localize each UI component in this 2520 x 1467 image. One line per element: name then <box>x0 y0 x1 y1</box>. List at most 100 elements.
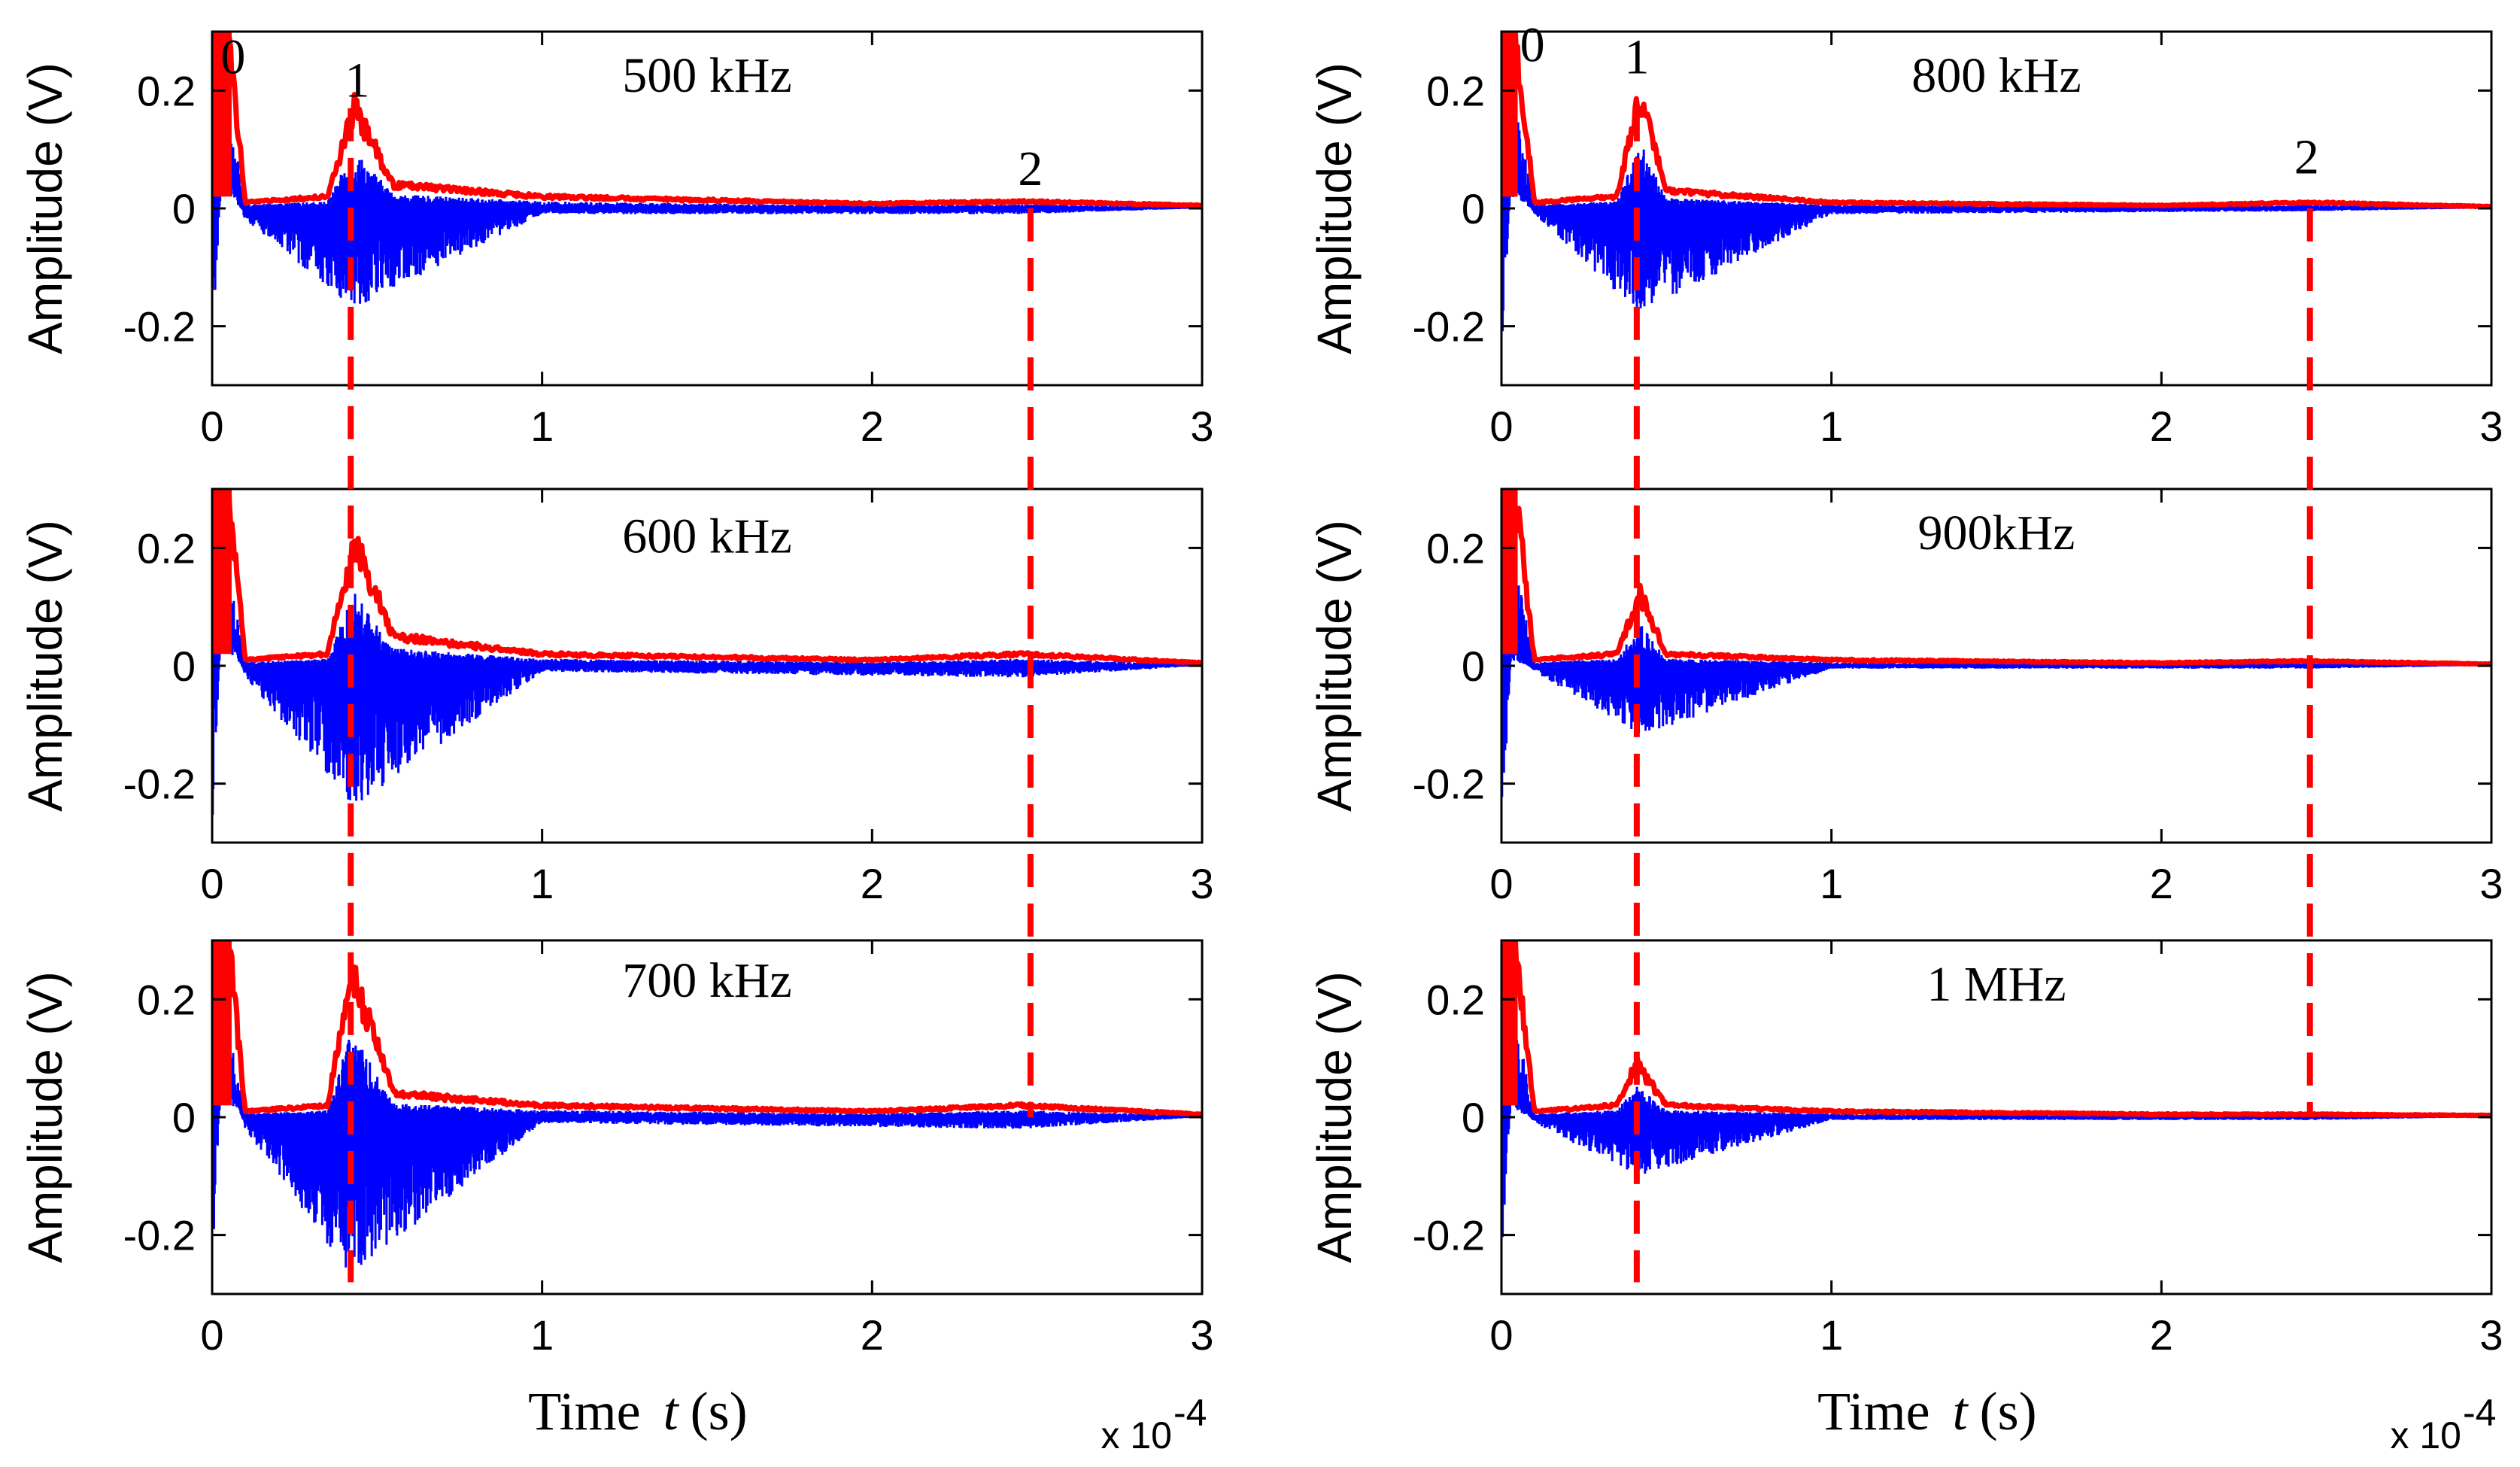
y-tick-label: 0.2 <box>137 524 196 572</box>
signal-series <box>212 104 1202 304</box>
y-tick-label: -0.2 <box>123 761 196 808</box>
y-tick-label: 0.2 <box>1426 976 1485 1023</box>
initial-burst-envelope <box>1501 32 1518 197</box>
x-tick-label: 0 <box>200 860 223 907</box>
x-tick-label: 0 <box>1489 402 1513 450</box>
y-axis-label: Amplitude (V) <box>1307 971 1362 1263</box>
x-axis-scale-factor: x 10 <box>2390 1414 2461 1456</box>
peak-1-annotation: 1 <box>345 53 370 108</box>
signal-series <box>1501 102 2491 332</box>
x-tick-label: 2 <box>861 860 884 907</box>
y-tick-label: 0.2 <box>1426 524 1485 572</box>
x-tick-label: 0 <box>200 1311 223 1359</box>
signal-series <box>212 1011 1202 1268</box>
x-axis-label: Time t (s) <box>1817 1381 2036 1441</box>
envelope-series <box>214 940 1202 1117</box>
y-axis-label: Amplitude (V) <box>18 62 72 354</box>
panel-frequency-title: 500 kHz <box>622 48 791 103</box>
x-tick-label: 1 <box>530 860 554 907</box>
peak-0-annotation: 0 <box>1520 18 1545 73</box>
panel-frequency-title: 900kHz <box>1918 506 2075 560</box>
panel-frequency-title: 700 kHz <box>622 953 791 1008</box>
initial-burst-envelope <box>212 940 232 1106</box>
x-axis-label-prefix: Time <box>1817 1381 1929 1441</box>
x-tick-label: 2 <box>2150 860 2173 907</box>
initial-burst-envelope <box>1501 489 1518 655</box>
panel-middle-left: 0.2 0 -0.2 0 1 2 3 Amplitude (V) 600 kHz <box>18 487 1214 907</box>
x-tick-label: 2 <box>861 1311 884 1359</box>
peak-1-annotation: 1 <box>1624 29 1649 84</box>
signal-series <box>1501 561 2491 797</box>
y-tick-label: 0 <box>1462 1094 1485 1141</box>
x-tick-label: 1 <box>1820 402 1843 450</box>
peak-2-annotation: 2 <box>2294 130 2319 185</box>
panel-frequency-title: 1 MHz <box>1926 957 2066 1012</box>
x-tick-label: 0 <box>1489 1311 1513 1359</box>
x-tick-label: 1 <box>1820 860 1843 907</box>
x-tick-label: 0 <box>1489 860 1513 907</box>
x-tick-label: 0 <box>200 402 223 450</box>
envelope-series <box>1501 940 2491 1119</box>
envelope-series <box>212 489 1202 666</box>
y-axis-label: Amplitude (V) <box>18 971 72 1263</box>
x-axis-label-prefix: Time <box>528 1381 640 1441</box>
x-axis-label-variable: t <box>1953 1381 1969 1441</box>
y-tick-label: -0.2 <box>1413 761 1486 808</box>
y-tick-label: 0 <box>1462 185 1485 232</box>
x-tick-label: 1 <box>530 1311 554 1359</box>
y-tick-label: -0.2 <box>1413 1212 1486 1259</box>
panels-layer: 0.2 0 -0.2 0 1 2 3 Amplitude (V) 500 kHz 0.2 0 -0.2… <box>18 30 2503 1359</box>
x-tick-label: 3 <box>2479 860 2503 907</box>
y-tick-label: 0 <box>172 1094 196 1141</box>
peak-0-annotation: 0 <box>220 29 245 84</box>
y-tick-label: -0.2 <box>1413 303 1486 351</box>
y-tick-label: -0.2 <box>123 1212 196 1259</box>
panel-frequency-title: 800 kHz <box>1911 48 2081 103</box>
panel-top-left: 0.2 0 -0.2 0 1 2 3 Amplitude (V) 500 kHz <box>18 30 1214 450</box>
envelope-series <box>1501 32 2491 210</box>
scale-exponent: -4 <box>1173 1392 1207 1434</box>
scale-base: x 10 <box>2390 1414 2461 1456</box>
x-tick-label: 2 <box>2150 1311 2173 1359</box>
x-tick-label: 1 <box>1820 1311 1843 1359</box>
x-axis-scale-factor: x 10 <box>1101 1414 1172 1456</box>
y-axis-label: Amplitude (V) <box>1307 520 1362 812</box>
x-tick-label: 2 <box>861 402 884 450</box>
envelope-series <box>212 32 1202 208</box>
peak-2-annotation: 2 <box>1018 141 1043 196</box>
y-tick-label: 0.2 <box>137 67 196 114</box>
y-tick-label: 0.2 <box>137 976 196 1023</box>
y-tick-label: 0 <box>172 185 196 232</box>
x-tick-label: 2 <box>2150 402 2173 450</box>
y-tick-label: 0 <box>1462 642 1485 690</box>
panel-top-right: 0.2 0 -0.2 0 1 2 3 Amplitude (V) 800 kHz <box>1307 30 2503 450</box>
panel-bottom-left: 0.2 0 -0.2 0 1 2 3 Amplitude (V) 700 kHz <box>18 939 1214 1359</box>
x-axis-label-variable: t <box>663 1381 680 1441</box>
signal-series <box>1501 1012 2491 1238</box>
x-axis-label: Time t (s) <box>528 1381 747 1441</box>
x-tick-label: 3 <box>1190 402 1213 450</box>
envelope-series <box>1503 489 2491 667</box>
y-tick-label: 0 <box>172 642 196 690</box>
x-axis-label-unit: (s) <box>691 1381 748 1441</box>
y-tick-label: 0.2 <box>1426 67 1485 114</box>
y-tick-label: -0.2 <box>123 303 196 351</box>
signal-series <box>212 566 1202 815</box>
y-axis-label: Amplitude (V) <box>1307 62 1362 354</box>
initial-burst-envelope <box>1501 940 1518 1106</box>
x-tick-label: 3 <box>1190 860 1213 907</box>
scale-exponent: -4 <box>2463 1392 2496 1434</box>
scale-base: x 10 <box>1101 1414 1172 1456</box>
x-axis-label-unit: (s) <box>1980 1381 2037 1441</box>
x-tick-label: 3 <box>2479 402 2503 450</box>
panel-bottom-right: 0.2 0 -0.2 0 1 2 3 Amplitude (V) 1 MHz <box>1307 939 2503 1359</box>
x-tick-label: 3 <box>1190 1311 1213 1359</box>
x-tick-label: 1 <box>530 402 554 450</box>
panel-middle-right: 0.2 0 -0.2 0 1 2 3 Amplitude (V) 900kHz <box>1307 487 2503 907</box>
panel-frequency-title: 600 kHz <box>622 509 791 564</box>
initial-burst-envelope <box>212 489 232 655</box>
arrival-markers-layer <box>348 108 2313 1283</box>
y-axis-label: Amplitude (V) <box>18 520 72 812</box>
